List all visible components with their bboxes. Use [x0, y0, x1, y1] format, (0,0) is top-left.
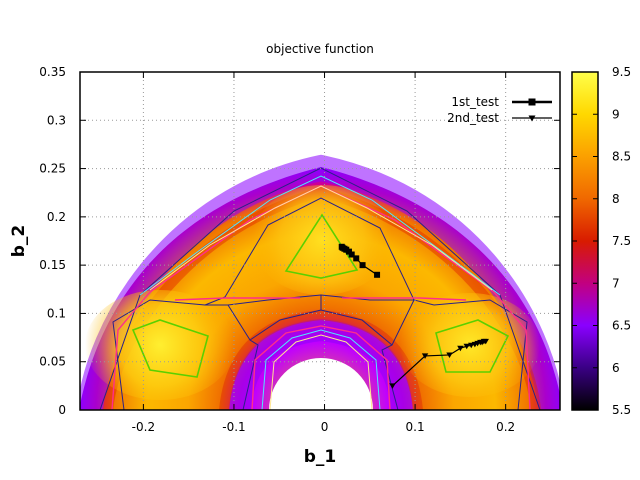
series-point — [338, 243, 345, 250]
colorbar-tick-label: 8 — [612, 192, 620, 206]
contour-magenta-mid-right — [342, 297, 467, 301]
contour-lines — [99, 167, 541, 410]
x-tick-label: 0.1 — [406, 420, 425, 434]
plot-frame — [79, 71, 561, 411]
series-1 — [338, 243, 381, 278]
x-tick-label: 0.2 — [496, 420, 515, 434]
contour-mesh-right-block — [433, 299, 528, 410]
colorbar-tick-label: 8.5 — [612, 150, 631, 164]
contour-green — [131, 213, 510, 378]
y-axis-label: b_2 — [9, 225, 29, 258]
series-2 — [389, 338, 489, 389]
contour-green-right — [435, 319, 510, 373]
series-point — [482, 338, 489, 345]
colorbar-tick-label: 5.5 — [612, 403, 631, 417]
y-tick-label: 0.35 — [39, 65, 66, 79]
series-point — [468, 342, 475, 349]
y-tick-label: 0.3 — [47, 113, 66, 127]
series-point — [359, 262, 366, 269]
series-point — [389, 383, 396, 389]
series-point — [374, 271, 381, 278]
y-tick-label: 0.1 — [47, 306, 66, 320]
colorbar-tick-label: 6 — [612, 361, 620, 375]
series-point — [446, 352, 453, 358]
series-point — [457, 345, 464, 352]
y-tick-label: 0.15 — [39, 258, 66, 272]
colorbar-tick-label: 9.5 — [612, 65, 631, 79]
contour-cyan — [139, 175, 501, 410]
colorbar-ticks: 5.5 6 6.5 7 7.5 8 8.5 9 9.5 — [572, 65, 631, 417]
legend-label: 2nd_test — [447, 111, 499, 125]
heatmap-hot-lobe-top — [252, 185, 392, 295]
y-tick-label: 0.05 — [39, 355, 66, 369]
contour-dark-blue — [99, 167, 541, 410]
colorbar-tick-label: 7 — [612, 276, 620, 290]
heatmap-hole — [276, 365, 366, 410]
legend: 1st_test 2nd_test — [447, 95, 552, 125]
legend-marker — [528, 115, 536, 122]
contour-magenta-inner — [251, 325, 391, 410]
y-axis-ticks: 0 0.05 0.1 0.15 0.2 0.25 0.3 0.35 — [39, 65, 560, 417]
y-tick-label: 0 — [58, 403, 66, 417]
contour-green-top — [284, 213, 359, 279]
contour-mesh-left-block — [112, 299, 259, 410]
colorbar-tick-label: 7.5 — [612, 234, 631, 248]
contour-mesh-right-inner — [381, 299, 415, 410]
x-tick-label: 0 — [321, 420, 329, 434]
series-layer — [338, 243, 489, 389]
colorbar-tick-label: 6.5 — [612, 319, 631, 333]
heatmap-hot-lobe-left — [85, 290, 235, 400]
chart-title: objective function — [266, 42, 374, 56]
grid-lines — [80, 71, 560, 411]
colorbar-tick-label: 9 — [612, 107, 620, 121]
legend-label: 1st_test — [451, 95, 499, 109]
x-axis-label: b_1 — [304, 447, 337, 467]
contour-magenta-mid — [174, 297, 300, 301]
series-point — [353, 255, 360, 262]
contour-cyan-inner — [261, 329, 381, 410]
legend-marker — [528, 98, 536, 106]
contour-cyan-outer — [139, 175, 501, 296]
contour-pale-outer — [149, 185, 493, 291]
x-tick-label: -0.2 — [132, 420, 155, 434]
x-tick-label: -0.1 — [222, 420, 245, 434]
y-tick-label: 0.2 — [47, 210, 66, 224]
series-point — [463, 343, 470, 350]
contour-green-left — [131, 319, 209, 378]
x-axis-ticks: -0.2 -0.1 0 0.1 0.2 — [132, 72, 515, 434]
series-point — [421, 353, 429, 359]
y-tick-label: 0.25 — [39, 162, 66, 176]
